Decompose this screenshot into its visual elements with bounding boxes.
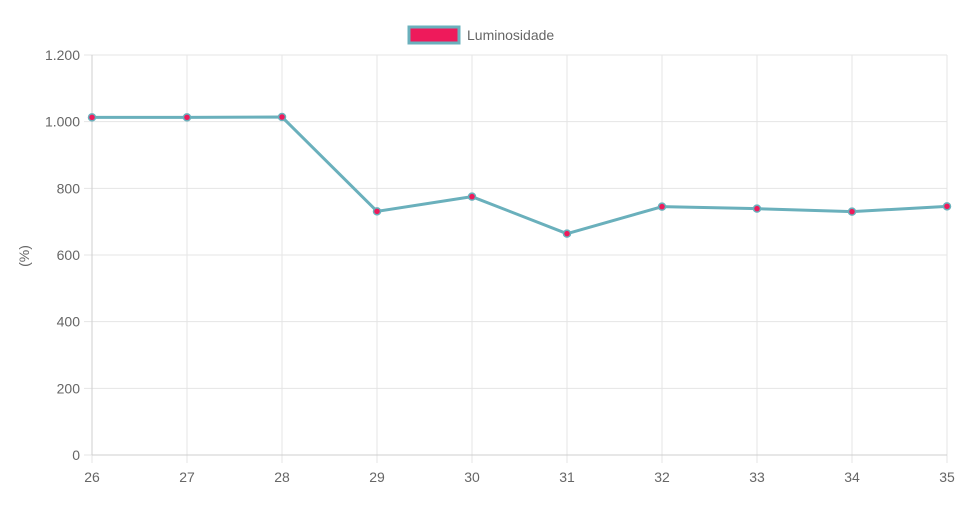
data-point[interactable] <box>182 113 192 122</box>
data-point[interactable] <box>87 113 97 122</box>
data-points <box>87 112 952 238</box>
data-point[interactable] <box>372 207 382 216</box>
tick-labels: 0 200 400 600 800 1.000 1.200 26 27 28 29 30 31 32 33 3… <box>45 47 955 485</box>
x-tick-label: 26 <box>84 469 100 485</box>
x-tick-label: 30 <box>464 469 480 485</box>
axes <box>91 55 947 456</box>
series-lines <box>92 115 948 236</box>
y-tick-label: 400 <box>57 314 81 330</box>
y-tick-label: 200 <box>57 380 81 396</box>
grid <box>84 54 948 463</box>
y-tick-label: 600 <box>57 247 81 263</box>
x-tick-label: 29 <box>369 469 385 485</box>
data-point[interactable] <box>562 229 572 238</box>
x-tick-label: 27 <box>179 469 195 485</box>
x-tick-label: 34 <box>844 469 860 485</box>
y-tick-label: 0 <box>72 447 80 463</box>
legend[interactable]: Luminosidade <box>407 25 554 45</box>
series-line <box>92 115 948 236</box>
x-tick-label: 32 <box>654 469 670 485</box>
y-tick-label: 800 <box>57 180 81 196</box>
x-tick-label: 28 <box>274 469 290 485</box>
y-tick-label: 1.000 <box>45 114 80 130</box>
data-point[interactable] <box>657 202 667 211</box>
x-tick-label: 31 <box>559 469 575 485</box>
y-tick-label: 1.200 <box>45 47 80 63</box>
data-point[interactable] <box>942 202 952 211</box>
data-point[interactable] <box>467 192 477 201</box>
data-point[interactable] <box>847 207 857 216</box>
x-tick-label: 33 <box>749 469 765 485</box>
legend-label[interactable]: Luminosidade <box>467 27 554 43</box>
y-axis-title: (%) <box>16 245 32 267</box>
legend-swatch[interactable] <box>407 25 461 45</box>
data-point[interactable] <box>752 204 762 213</box>
x-tick-label: 35 <box>939 469 955 485</box>
data-point[interactable] <box>277 112 287 122</box>
